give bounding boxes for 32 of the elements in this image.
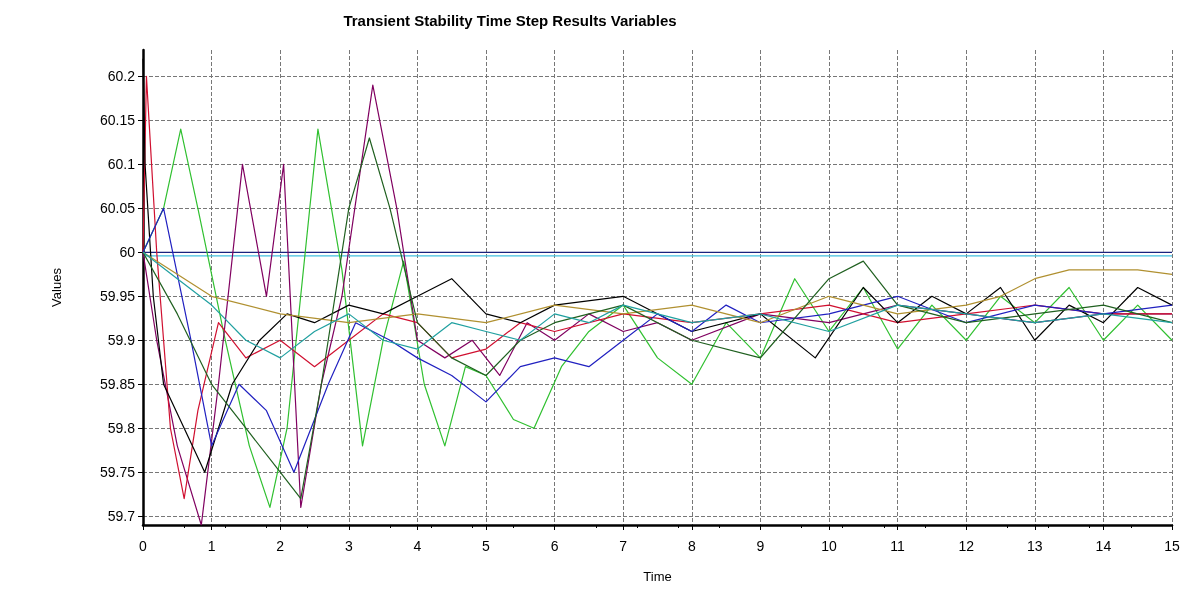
y-tick-label: 59.85 — [99, 376, 136, 393]
y-tick-label: 60.15 — [99, 112, 136, 129]
y-tick-label: 60.05 — [99, 200, 136, 217]
y-tick-label: 60.2 — [107, 68, 136, 85]
x-tick-label: 1 — [207, 538, 216, 554]
x-tick-label: 3 — [344, 538, 353, 554]
x-tick-label: 11 — [890, 538, 906, 554]
y-tick-label: 59.75 — [99, 464, 136, 481]
y-tick-label: 59.95 — [99, 288, 136, 305]
x-tick-label: 15 — [1164, 538, 1180, 554]
y-tick-label: 59.7 — [107, 508, 136, 525]
x-tick-label: 2 — [276, 538, 285, 554]
x-tick-label: 8 — [687, 538, 696, 554]
x-tick-label: 6 — [550, 538, 559, 554]
x-tick-label: 9 — [756, 538, 765, 554]
x-tick-label: 12 — [958, 538, 975, 554]
x-tick-label: 13 — [1027, 538, 1043, 554]
line-series — [142, 251, 1173, 359]
chart-title: Transient Stability Time Step Results Variables — [343, 12, 677, 29]
y-axis-title: Values — [49, 267, 64, 307]
x-axis-title: Time — [643, 569, 672, 584]
x-tick-label: 14 — [1095, 538, 1112, 554]
y-tick-label: 59.9 — [107, 332, 136, 349]
y-tick-label: 59.8 — [107, 420, 136, 437]
x-tick-label: 7 — [619, 538, 628, 554]
x-tick-label: 10 — [821, 538, 837, 554]
x-tick-label: 4 — [413, 538, 422, 554]
line-series — [142, 207, 1173, 473]
y-tick-label: 60 — [119, 244, 136, 261]
x-tick-label: 5 — [482, 538, 491, 554]
x-tick-label: 0 — [139, 538, 148, 554]
y-tick-label: 60.1 — [107, 156, 136, 173]
